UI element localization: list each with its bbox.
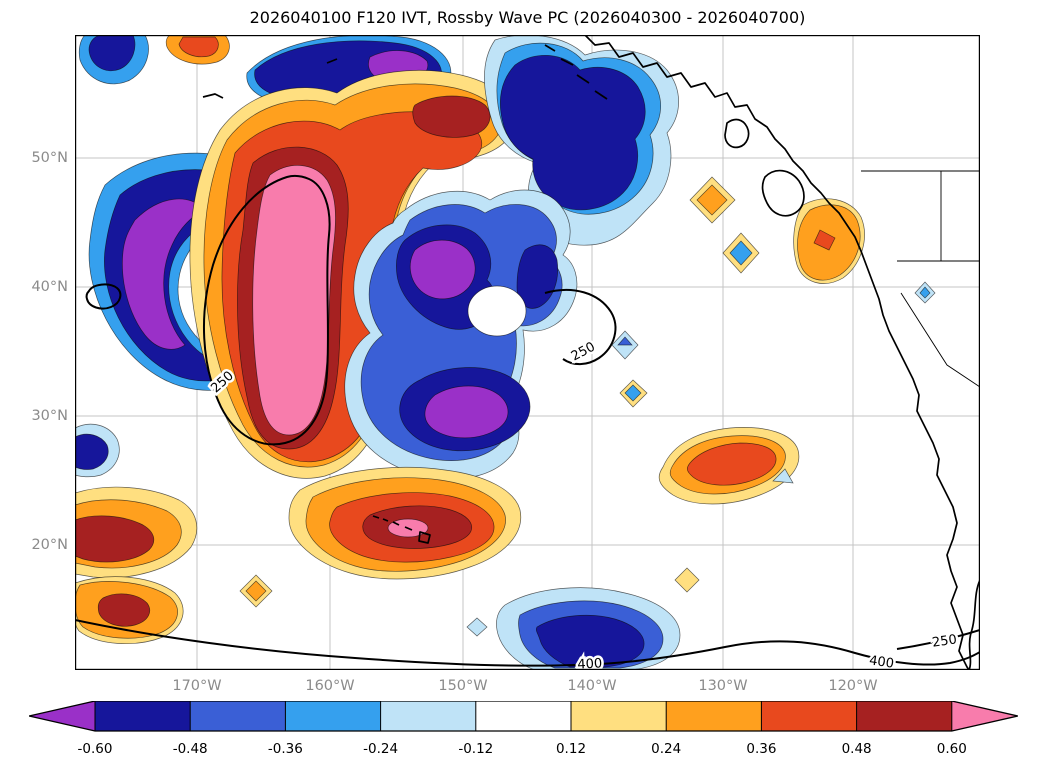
- colorbar-segment: [285, 701, 381, 731]
- colorbar-tick-label: 0.36: [746, 741, 776, 757]
- haida-gwaii-island: [724, 118, 750, 149]
- x-tick-140w: 140°W: [567, 678, 617, 694]
- north-america-coastline: [584, 34, 970, 671]
- colorbar-tick-label: 0.24: [651, 741, 681, 757]
- negative-anomaly-bottom-center: [466, 567, 700, 671]
- y-tick-40n: 40°N: [31, 279, 68, 295]
- contour-label-400-east: 400: [868, 653, 895, 670]
- negative-anomaly-top-left-corner: [78, 34, 149, 85]
- colorbar-segment: [856, 701, 952, 731]
- x-tick-150w: 150°W: [438, 678, 488, 694]
- x-tick-120w: 120°W: [828, 678, 878, 694]
- x-tick-160w: 160°W: [305, 678, 355, 694]
- y-tick-30n: 30°N: [31, 408, 68, 424]
- colorbar-tick-label: -0.36: [268, 741, 303, 757]
- left-edge-anomalies: [72, 423, 198, 645]
- contour-label-400-center: 400: [577, 656, 603, 670]
- coastlines: [202, 34, 981, 671]
- positive-spot-south: [239, 574, 273, 608]
- positive-anomaly-top-left-spot: [165, 34, 230, 65]
- colorbar-tick-label: 0.60: [937, 741, 967, 757]
- colorbar-tick-label: 0.48: [842, 741, 872, 757]
- colorbar-segment: [190, 701, 286, 731]
- contour-label-250-east: 250: [931, 632, 958, 650]
- colorbar-over-arrow: [951, 701, 1018, 731]
- near-coast-spots: [689, 176, 936, 304]
- alaska-islands: [202, 44, 608, 100]
- chart-title: 2026040100 F120 IVT, Rossby Wave PC (202…: [249, 8, 806, 27]
- small-spots-center: [611, 330, 648, 408]
- y-tick-50n: 50°N: [31, 150, 68, 166]
- positive-anomaly-hawaii: [288, 467, 522, 580]
- colorbar-segment: [666, 701, 762, 731]
- colorbar: -0.60 -0.48 -0.36 -0.24 -0.12 0.12 0.24 0.36 0.4…: [29, 701, 1018, 757]
- colorbar-outline: [29, 701, 1018, 732]
- colorbar-tick-label: -0.12: [458, 741, 493, 757]
- colorbar-segment: [475, 701, 571, 731]
- colorbar-segment: [95, 701, 191, 731]
- map-area: 250 250 400 400 250: [72, 34, 981, 675]
- mexico-mainland-coast: [968, 579, 981, 671]
- x-tick-170w: 170°W: [172, 678, 222, 694]
- y-tick-20n: 20°N: [31, 537, 68, 553]
- colorbar-tick-label: -0.24: [363, 741, 398, 757]
- map-canvas: 250 250 400 400 250: [72, 34, 981, 675]
- x-tick-130w: 130°W: [698, 678, 748, 694]
- colorbar-tick-label: -0.60: [78, 741, 113, 757]
- positive-anomaly-right-mid: [658, 427, 800, 505]
- plot-frame: [74, 34, 981, 671]
- negative-anomaly-central: [344, 189, 578, 480]
- colorbar-tick-label: -0.48: [173, 741, 208, 757]
- colorbar-tick-label: 0.12: [556, 741, 586, 757]
- colorbar-segment: [761, 701, 857, 731]
- colorbar-segment: [380, 701, 476, 731]
- vancouver-island: [761, 169, 805, 217]
- hawaii-islands: [372, 515, 431, 544]
- anomaly-shading: [72, 34, 936, 671]
- colorbar-segment: [571, 701, 667, 731]
- colorbar-under-arrow: [29, 701, 95, 731]
- state-borders: [861, 170, 981, 388]
- white-hole: [467, 285, 527, 337]
